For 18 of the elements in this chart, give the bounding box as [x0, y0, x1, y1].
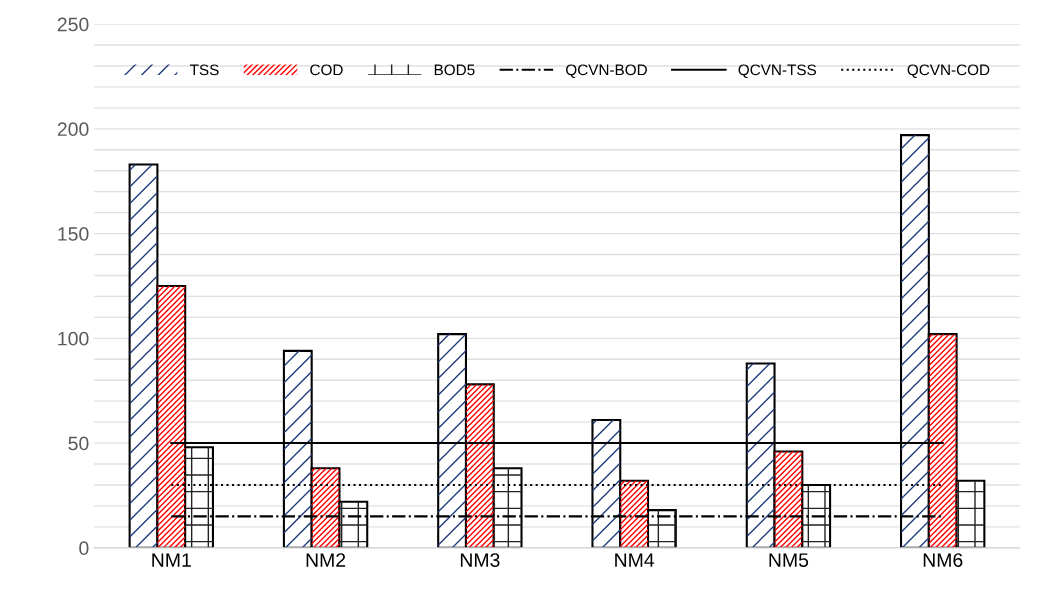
y-tick-label: 250	[57, 17, 89, 32]
x-tick-label: NM1	[152, 553, 191, 567]
x-tick-label: NM6	[923, 553, 963, 567]
y-tick-label: 150	[58, 227, 89, 241]
x-tick-label: NM4	[615, 553, 655, 567]
y-tick-label: 200	[57, 122, 89, 137]
y-tick-label: 0	[79, 541, 89, 556]
legend-label: TSS	[189, 64, 219, 76]
x-tick-label: NM2	[306, 553, 346, 567]
legend-label: QCVN-BOD	[566, 64, 647, 78]
legend-label: COD	[310, 64, 343, 76]
y-tick-label: 100	[58, 331, 89, 346]
legend-label: QCVN-COD	[907, 64, 990, 78]
x-tick-label: NM5	[769, 553, 809, 567]
legend-label: BOD5	[434, 64, 475, 76]
legend-label: QCVN-TSS	[738, 64, 817, 78]
y-tick-label: 50	[68, 436, 89, 451]
x-tick-label: NM3	[460, 553, 500, 567]
